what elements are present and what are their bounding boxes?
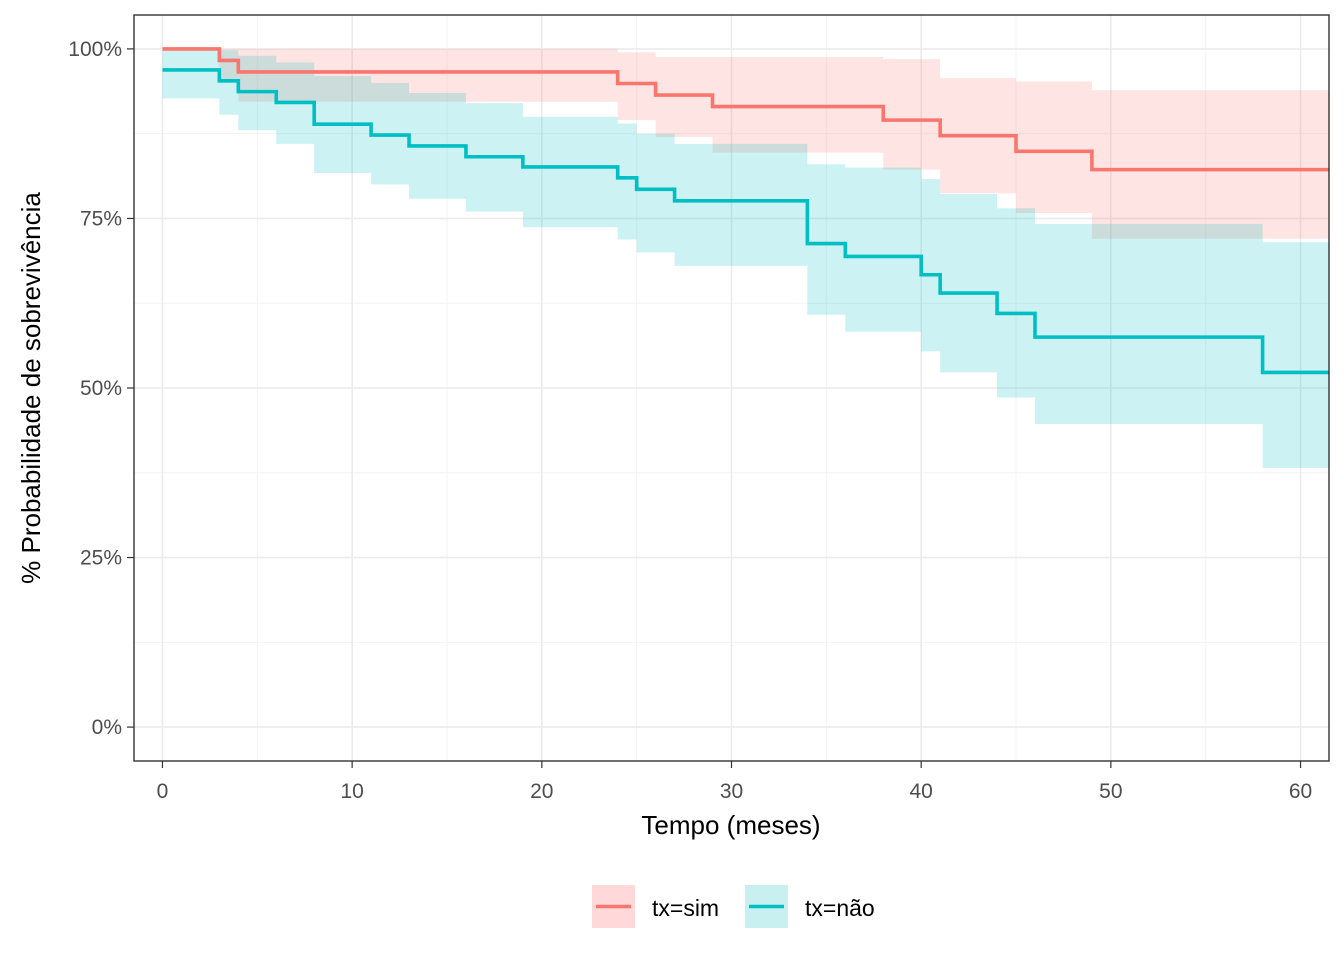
y-tick-label: 75% xyxy=(80,207,122,230)
legend-label-tx-nao: tx=não xyxy=(805,895,875,921)
grid-major xyxy=(134,15,1329,761)
y-tick-label: 25% xyxy=(80,547,122,570)
y-tick-label: 0% xyxy=(92,716,122,739)
x-tick-label: 20 xyxy=(530,780,553,803)
y-axis-ticks: 0% 25% 50% 75% 100% xyxy=(68,38,134,739)
confidence-bands xyxy=(162,48,1329,469)
x-tick-label: 40 xyxy=(910,780,933,803)
x-tick-label: 50 xyxy=(1099,780,1122,803)
x-tick-label: 0 xyxy=(157,780,169,803)
legend: tx=sim tx=não xyxy=(592,885,875,928)
x-tick-label: 30 xyxy=(720,780,743,803)
x-axis-title: Tempo (meses) xyxy=(641,810,820,840)
legend-label-tx-sim: tx=sim xyxy=(652,895,719,921)
x-tick-label: 10 xyxy=(340,780,363,803)
y-tick-label: 50% xyxy=(80,377,122,400)
x-axis-ticks: 0 10 20 30 40 50 60 xyxy=(157,761,1312,803)
survival-curves xyxy=(162,47,1329,375)
y-axis-title: % Probabilidade de sobrevivência xyxy=(16,192,46,584)
y-tick-label: 100% xyxy=(68,38,122,61)
x-tick-label: 60 xyxy=(1289,780,1312,803)
confidence-band-tx-sim xyxy=(162,48,1329,239)
survival-curve-tx-sim xyxy=(162,47,1329,172)
survival-curve-tx-nao xyxy=(162,68,1329,375)
confidence-band-tx-nao xyxy=(162,48,1329,469)
